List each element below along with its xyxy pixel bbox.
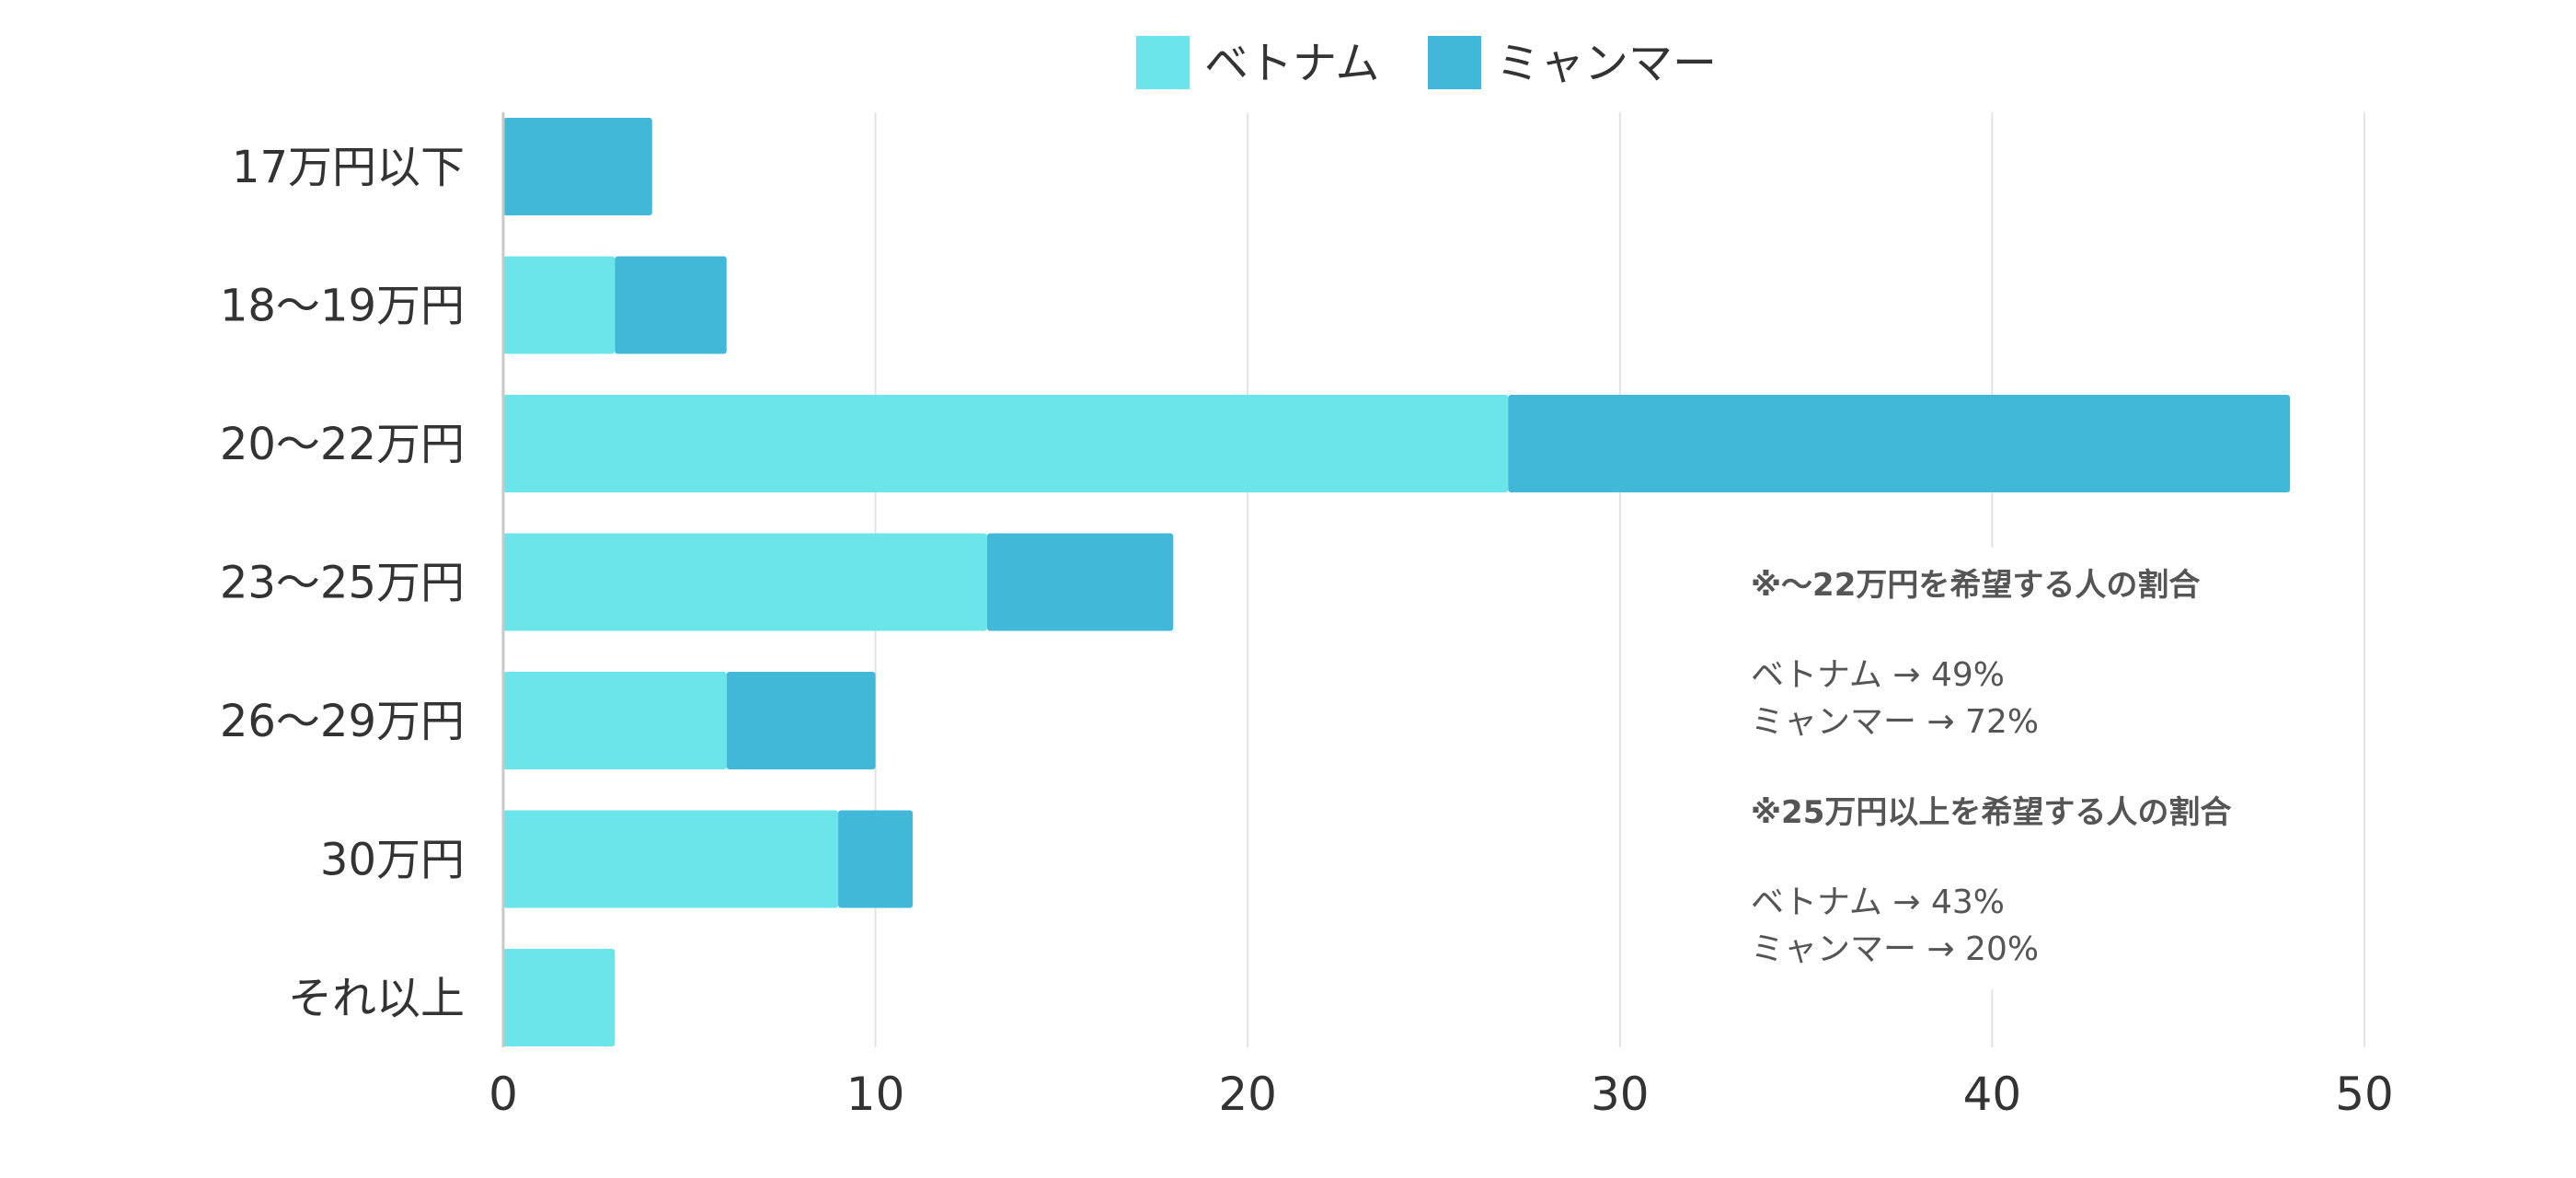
x-tick-label-30: 30 (1591, 1068, 1650, 1121)
category-label-1: 18〜19万円 (220, 281, 465, 332)
bar-vietnam-2 (503, 395, 1509, 492)
annotation-background (1734, 548, 2249, 989)
bar-myanmar-0 (503, 118, 652, 215)
annotation-line-1-0: ベトナム → 43% (1751, 884, 2005, 921)
x-tick-label-50: 50 (2335, 1068, 2394, 1121)
legend-label-vietnam: ベトナム (1204, 38, 1380, 89)
bar-myanmar-5 (838, 810, 914, 908)
category-label-4: 26〜29万円 (220, 696, 465, 747)
bar-vietnam-3 (503, 533, 987, 631)
legend-swatch-myanmar (1428, 36, 1481, 89)
x-tick-label-10: 10 (846, 1068, 905, 1121)
annotation-heading-1: ※25万円以上を希望する人の割合 (1751, 794, 2231, 831)
bar-vietnam-5 (503, 810, 839, 908)
bar-vietnam-6 (503, 949, 615, 1046)
annotation-line-0-1: ミャンマー → 72% (1751, 703, 2039, 741)
category-labels: 17万円以下 18〜19万円 20〜22万円 23〜25万円 26〜29万円 30万円それ… (220, 142, 465, 1024)
legend-swatch-vietnam (1136, 36, 1190, 89)
annotation-line-1-1: ミャンマー → 20% (1751, 930, 2039, 968)
legend: ベトナム ミャンマー (1136, 36, 1717, 89)
bars (503, 118, 2291, 1046)
legend-label-myanmar: ミャンマー (1496, 38, 1717, 89)
x-tick-label-40: 40 (1963, 1068, 2022, 1121)
category-label-2: 20〜22万円 (220, 419, 465, 470)
x-tick-label-20: 20 (1218, 1068, 1277, 1121)
bar-myanmar-2 (1508, 395, 2291, 492)
category-label-6: それ以上 (288, 973, 465, 1024)
x-tick-labels: 0 10 20 30 40 50 (489, 1068, 2394, 1121)
annotation-line-0-0: ベトナム → 49% (1751, 656, 2005, 694)
bar-vietnam-4 (503, 672, 727, 769)
bar-myanmar-4 (726, 672, 876, 769)
category-label-5: 30万円 (320, 835, 465, 886)
category-label-0: 17万円以下 (232, 142, 465, 193)
bar-vietnam-1 (503, 256, 615, 354)
bar-myanmar-3 (986, 533, 1174, 631)
annotation-heading-0: ※〜22万円を希望する人の割合 (1751, 567, 2200, 604)
category-label-3: 23〜25万円 (220, 558, 465, 609)
x-tick-label-0: 0 (489, 1068, 518, 1121)
bar-myanmar-1 (615, 256, 727, 354)
